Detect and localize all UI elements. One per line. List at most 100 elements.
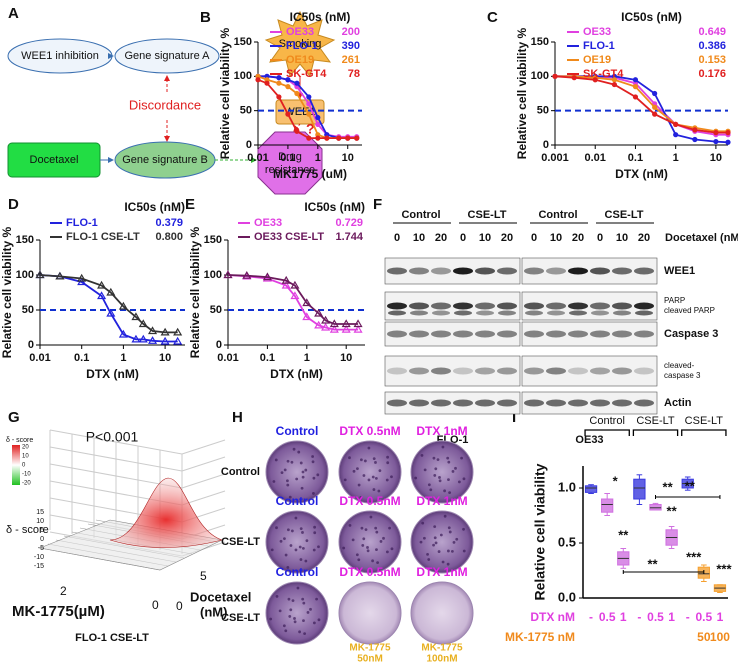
data-point	[345, 135, 351, 141]
band	[497, 367, 517, 375]
band-label: Actin	[664, 397, 692, 409]
colony	[455, 537, 459, 541]
colony	[362, 474, 366, 477]
band	[590, 267, 610, 275]
colony	[414, 476, 418, 480]
data-point	[314, 320, 324, 329]
x-tick-label: 0.1	[280, 152, 295, 164]
band	[590, 302, 610, 310]
y-tick-label: 0	[176, 599, 183, 613]
z-tick-label: 5	[40, 527, 44, 534]
question: ?	[306, 121, 315, 137]
legend-label: OE19	[583, 54, 611, 66]
y-axis-label: Relative cell viability %	[188, 226, 202, 358]
legend-value: 0.800	[155, 231, 183, 243]
band	[612, 399, 632, 407]
colony	[375, 548, 378, 552]
lane-label: 20	[501, 232, 513, 244]
band	[524, 302, 544, 310]
x-tick-label: 0.1	[260, 352, 275, 364]
band	[568, 302, 588, 310]
box	[649, 504, 662, 511]
lane-label: 10	[413, 232, 425, 244]
data-point	[148, 326, 158, 335]
data-point	[353, 324, 363, 333]
colony	[317, 618, 321, 622]
band	[613, 310, 631, 316]
significance: **	[663, 479, 674, 494]
legend-label: OE33	[286, 26, 314, 38]
y-axis-label: Docetaxel	[190, 589, 251, 604]
colony	[303, 632, 307, 636]
treatment-label: Docetaxel (nM)	[665, 232, 738, 244]
colony	[386, 461, 390, 465]
colony	[316, 473, 320, 477]
band-label: PARP	[664, 296, 685, 305]
band	[497, 330, 517, 338]
band-label: Caspase 3	[664, 328, 718, 340]
color-scale-tick: 20	[22, 445, 29, 451]
column-label: DTX 0.5nM	[339, 494, 400, 508]
legend-value: 390	[342, 40, 360, 52]
data-point	[148, 336, 158, 344]
colony	[289, 608, 293, 612]
colony	[438, 476, 441, 479]
note: 100nM	[426, 654, 457, 663]
legend-title: IC50s (nM)	[124, 200, 185, 214]
lane-label: 10	[479, 232, 491, 244]
data-point	[314, 308, 324, 317]
data-point	[294, 80, 300, 86]
band	[453, 330, 473, 338]
band	[409, 267, 429, 275]
colony	[270, 548, 274, 552]
band	[547, 310, 565, 316]
data-point	[294, 128, 300, 134]
dish	[338, 581, 402, 645]
z-tick-label: -15	[34, 563, 44, 570]
x-tick-label: 1	[315, 152, 321, 164]
sig-bracket	[655, 495, 721, 499]
node-shape	[264, 10, 336, 78]
x-tick-label: 1	[620, 610, 627, 624]
colony	[342, 546, 346, 550]
colony	[426, 552, 429, 556]
band	[475, 367, 495, 375]
data-point	[725, 130, 731, 136]
panel-label: H	[232, 409, 243, 426]
band	[635, 310, 653, 316]
colony	[366, 549, 370, 553]
legend-label: SK-GT4	[583, 68, 624, 80]
colony	[448, 530, 452, 534]
x-tick-label: -	[589, 610, 593, 624]
band	[524, 330, 544, 338]
x-tick-label: -	[637, 610, 641, 624]
band	[568, 330, 588, 338]
colony	[301, 546, 305, 550]
x-tick-label: 0.5	[647, 610, 664, 624]
y-tick-label: 150	[204, 234, 222, 246]
dish	[265, 510, 329, 574]
series-line	[227, 274, 359, 325]
colony	[447, 460, 451, 464]
colony	[294, 516, 298, 520]
band	[612, 330, 632, 338]
data-point	[315, 114, 321, 121]
data-point	[341, 319, 351, 328]
legend-value: 0.153	[698, 54, 726, 66]
colony	[427, 558, 431, 561]
data-point	[692, 127, 698, 133]
node-label: Docetaxel	[30, 154, 79, 166]
colony	[286, 528, 290, 532]
panel-label: C	[487, 9, 498, 26]
x-tick-label: 0.5	[599, 610, 616, 624]
grid-line	[181, 473, 226, 489]
x-tick-label: 100	[710, 630, 730, 644]
colony	[291, 599, 295, 603]
band	[546, 399, 566, 407]
dish	[410, 581, 474, 645]
box	[633, 478, 646, 500]
colony	[385, 550, 389, 554]
data-point	[173, 336, 183, 345]
legend-value: 0.176	[698, 68, 726, 80]
